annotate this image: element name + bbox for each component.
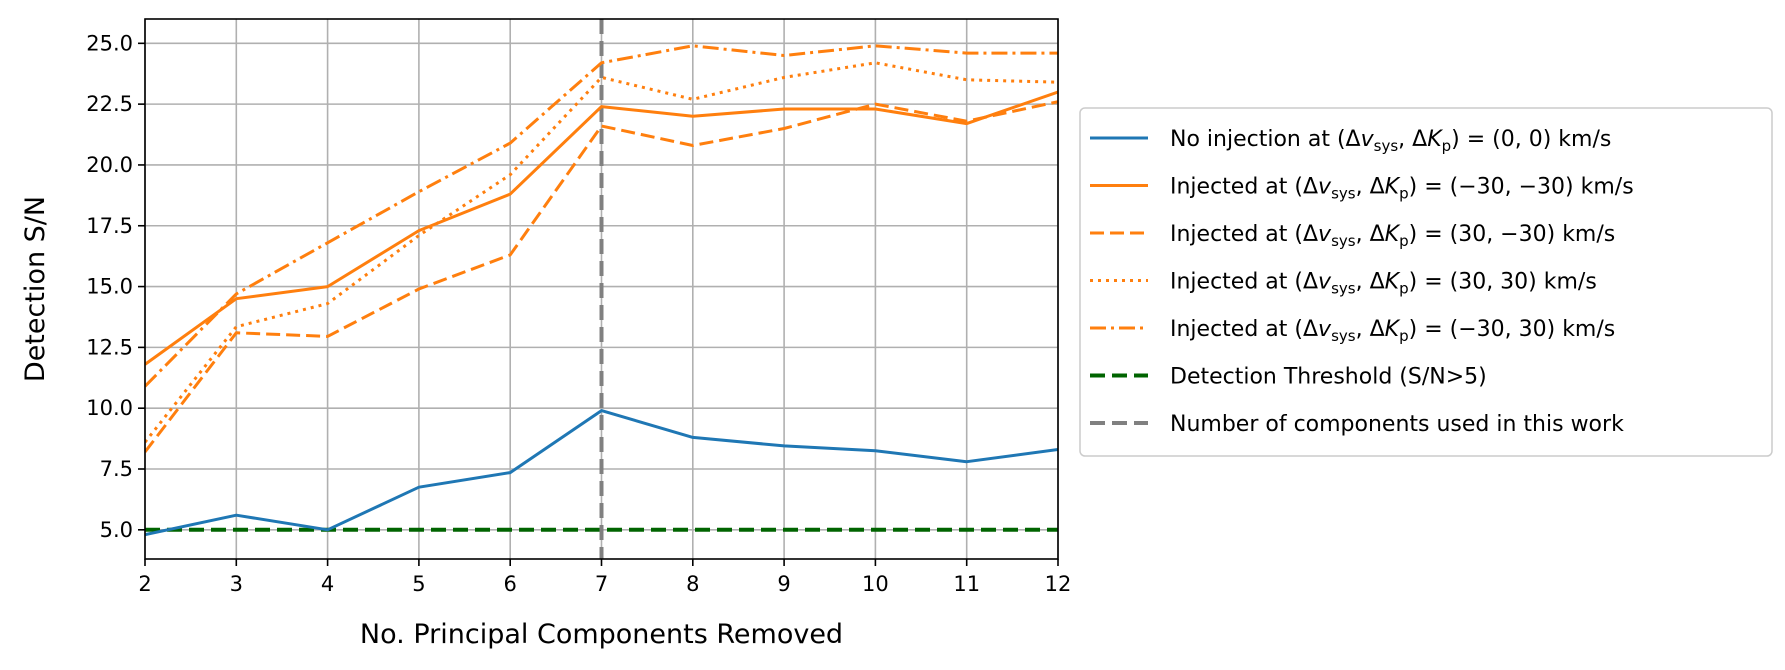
series-line-4 (145, 61, 1058, 444)
legend-entry-label: Number of components used in this work (1170, 412, 1624, 437)
x-tick-label: 3 (230, 572, 243, 596)
series-line-2 (145, 90, 1058, 366)
legend-entry-label: Injected at (Δvsys, ΔKp) = (30, 30) km/s (1170, 270, 1597, 298)
x-tick-label: 12 (1045, 572, 1072, 596)
x-tick-label: 5 (412, 572, 425, 596)
y-tick-label: 20.0 (86, 153, 133, 177)
x-tick-label: 2 (138, 572, 151, 596)
legend-box (1079, 107, 1773, 457)
legend: No injection at (Δvsys, ΔKp) = (0, 0) km… (1079, 107, 1773, 457)
legend-entry-label: Injected at (Δvsys, ΔKp) = (30, −30) km/… (1170, 222, 1615, 250)
axis-ticks: 2 3 4 5 6 7 8 9 10 11 12 5.0 7.5 10.0 12.5 15.0 17.5 20.0… (86, 31, 1071, 596)
x-tick-label: 4 (321, 572, 334, 596)
y-tick-label: 7.5 (100, 457, 133, 481)
reference-lines (145, 19, 1058, 559)
x-tick-label: 6 (504, 572, 517, 596)
y-tick-label: 22.5 (86, 92, 133, 116)
data-series (145, 44, 1058, 537)
legend-entry-label: Injected at (Δvsys, ΔKp) = (−30, 30) km/… (1170, 317, 1615, 345)
x-tick-label: 9 (777, 572, 790, 596)
legend-entry-label: Injected at (Δvsys, ΔKp) = (−30, −30) km… (1170, 175, 1634, 203)
y-tick-label: 12.5 (86, 335, 133, 359)
legend-entry-label: No injection at (Δvsys, ΔKp) = (0, 0) km… (1170, 127, 1611, 155)
legend-entry-label: Detection Threshold (S/N>5) (1170, 365, 1487, 390)
y-axis-label: Detection S/N (20, 196, 51, 382)
y-tick-label: 17.5 (86, 214, 133, 238)
series-line-5 (145, 44, 1058, 388)
y-tick-label: 15.0 (86, 275, 133, 299)
x-tick-label: 8 (686, 572, 699, 596)
y-tick-label: 10.0 (86, 396, 133, 420)
y-tick-label: 5.0 (100, 518, 133, 542)
x-axis-label: No. Principal Components Removed (360, 619, 843, 650)
series-line-3 (145, 100, 1058, 453)
x-tick-label: 11 (953, 572, 980, 596)
x-tick-label: 7 (595, 572, 608, 596)
series-line-1 (145, 409, 1058, 537)
x-tick-label: 10 (862, 572, 889, 596)
y-tick-label: 25.0 (86, 31, 133, 55)
